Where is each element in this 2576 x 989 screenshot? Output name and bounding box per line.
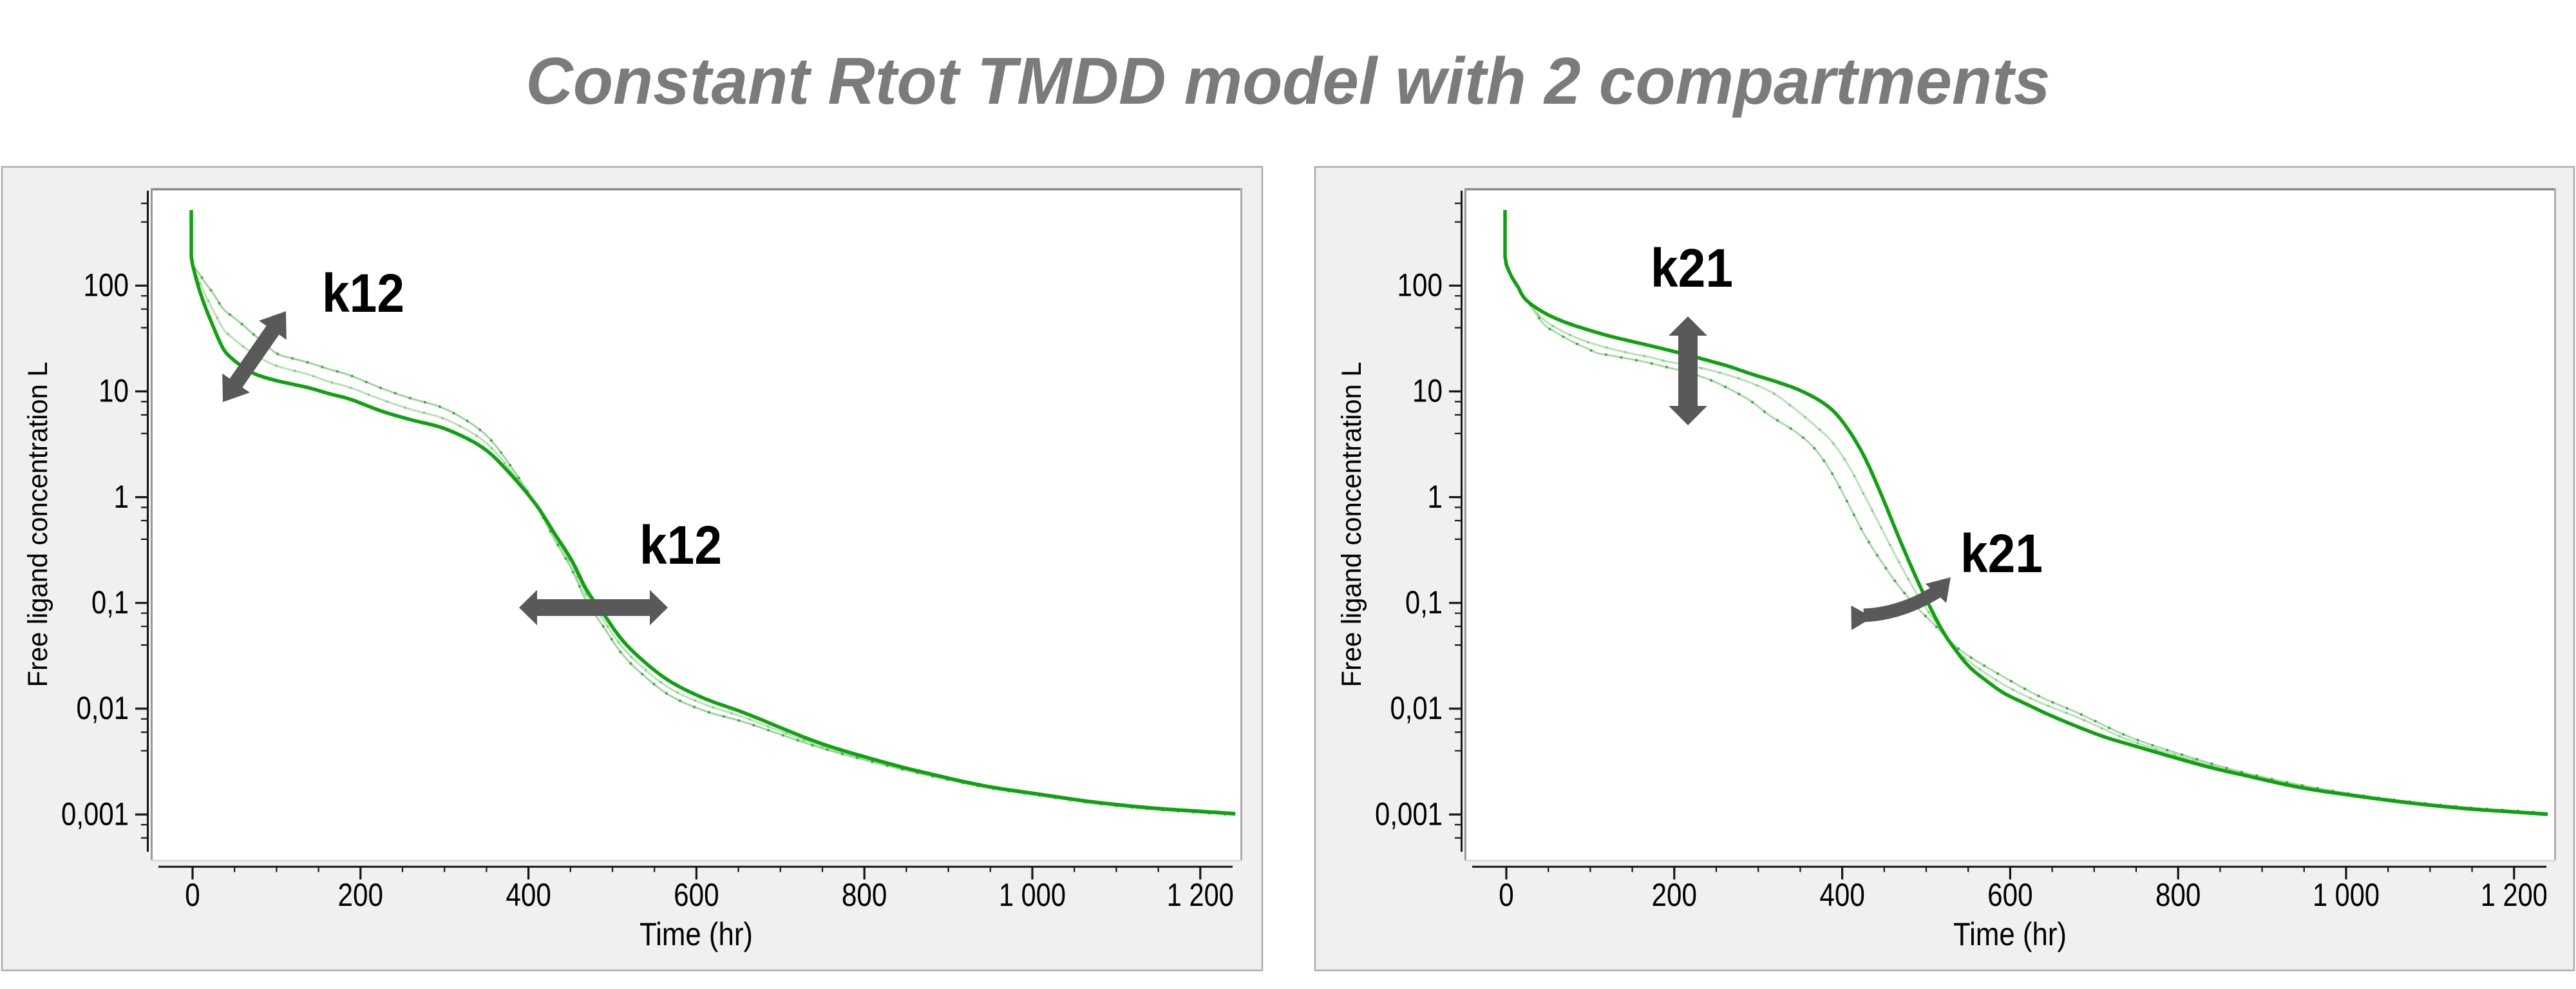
- svg-text:600: 600: [1987, 877, 2033, 913]
- svg-text:800: 800: [2155, 877, 2201, 913]
- svg-text:1 200: 1 200: [2481, 877, 2548, 913]
- svg-text:400: 400: [506, 877, 551, 913]
- svg-text:800: 800: [842, 877, 887, 913]
- svg-text:1 000: 1 000: [999, 877, 1066, 913]
- svg-text:1 200: 1 200: [1167, 877, 1234, 913]
- svg-text:200: 200: [1652, 877, 1698, 913]
- svg-text:100: 100: [84, 267, 129, 303]
- svg-text:0,001: 0,001: [1375, 796, 1443, 832]
- svg-text:0: 0: [185, 877, 200, 913]
- svg-text:1: 1: [1428, 479, 1443, 515]
- svg-text:10: 10: [1412, 373, 1443, 409]
- svg-text:Free ligand concentration L: Free ligand concentration L: [1336, 362, 1367, 687]
- svg-text:0,01: 0,01: [77, 690, 129, 726]
- svg-text:Time (hr): Time (hr): [639, 916, 753, 952]
- svg-text:1 000: 1 000: [2313, 877, 2380, 913]
- svg-text:1: 1: [114, 479, 129, 515]
- svg-text:600: 600: [674, 877, 719, 913]
- svg-text:10: 10: [99, 373, 129, 409]
- svg-text:0,01: 0,01: [1390, 690, 1443, 726]
- svg-text:k21: k21: [1960, 523, 2043, 584]
- svg-text:Free ligand concentration L: Free ligand concentration L: [23, 362, 53, 687]
- svg-text:400: 400: [1819, 877, 1865, 913]
- svg-text:k12: k12: [639, 515, 722, 575]
- svg-text:0,1: 0,1: [1405, 584, 1443, 620]
- svg-text:k21: k21: [1651, 238, 1733, 298]
- svg-text:k12: k12: [322, 263, 404, 323]
- svg-text:0,1: 0,1: [91, 584, 129, 620]
- svg-text:200: 200: [338, 877, 384, 913]
- svg-text:Constant Rtot TMDD model with: Constant Rtot TMDD model with 2 compartm…: [526, 44, 2050, 118]
- svg-text:100: 100: [1397, 267, 1443, 303]
- svg-text:0,001: 0,001: [61, 796, 129, 832]
- svg-text:Time (hr): Time (hr): [1953, 916, 2067, 952]
- svg-text:0: 0: [1499, 877, 1514, 913]
